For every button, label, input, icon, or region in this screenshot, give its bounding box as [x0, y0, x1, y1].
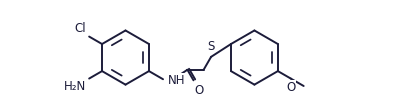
- Text: H₂N: H₂N: [63, 80, 86, 93]
- Text: O: O: [195, 84, 204, 97]
- Text: Cl: Cl: [74, 22, 86, 35]
- Text: NH: NH: [168, 74, 186, 87]
- Text: S: S: [208, 40, 215, 53]
- Text: O: O: [286, 81, 295, 94]
